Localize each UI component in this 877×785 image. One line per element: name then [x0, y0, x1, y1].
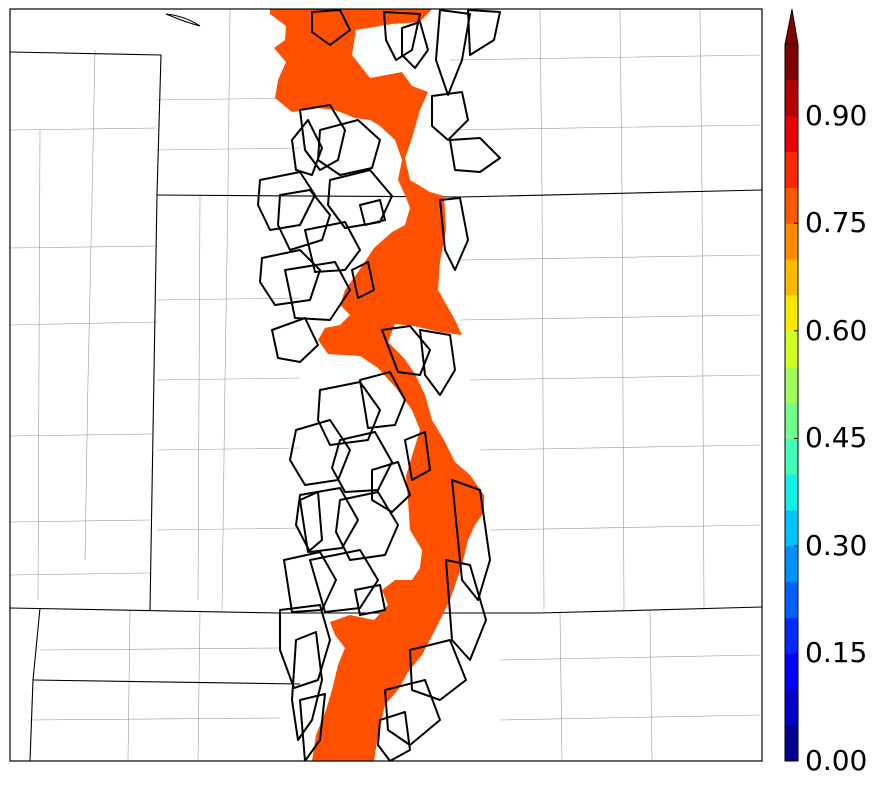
colorbar-segment	[785, 79, 798, 117]
county-borders	[10, 9, 761, 761]
colorbar-segment	[785, 115, 798, 153]
colorbar-tick-label: 0.90	[805, 98, 868, 132]
map-frame	[9, 8, 763, 762]
colorbar-segment	[785, 689, 798, 726]
colorbar-segment	[785, 402, 798, 439]
colorbar-segment	[785, 44, 798, 81]
colorbar-tick-label: 0.00	[805, 744, 868, 777]
colorbar-tick-label: 0.75	[805, 206, 868, 240]
colorbar-tick-label: 0.30	[805, 528, 868, 562]
colorbar-segment	[785, 581, 798, 619]
colorbar-segment	[785, 510, 798, 547]
colorbar-segment	[785, 259, 798, 296]
colorbar-segment	[785, 330, 798, 368]
colorbar-segment	[785, 653, 798, 690]
colorbar-segment	[785, 187, 798, 224]
colorbar-segment	[785, 617, 798, 654]
colorbar-segment	[785, 438, 798, 475]
colorbar-tick-label: 0.15	[805, 636, 868, 670]
colorbar-segment	[785, 366, 798, 403]
colorbar-tick-label: 0.45	[805, 421, 868, 455]
probability-filled-region	[270, 9, 484, 761]
colorbar-segment	[785, 223, 798, 260]
colorbar-segment	[785, 151, 798, 188]
colorbar-tick-label: 0.60	[805, 313, 868, 347]
colorbar-segment	[785, 474, 798, 511]
colorbar-segment	[785, 294, 798, 332]
colorbar-segment	[785, 725, 798, 762]
member-contours	[257, 9, 501, 761]
colorbar-outline	[784, 43, 799, 762]
colorbar-extend-arrow	[784, 8, 799, 45]
colorbar-segment	[785, 545, 798, 583]
